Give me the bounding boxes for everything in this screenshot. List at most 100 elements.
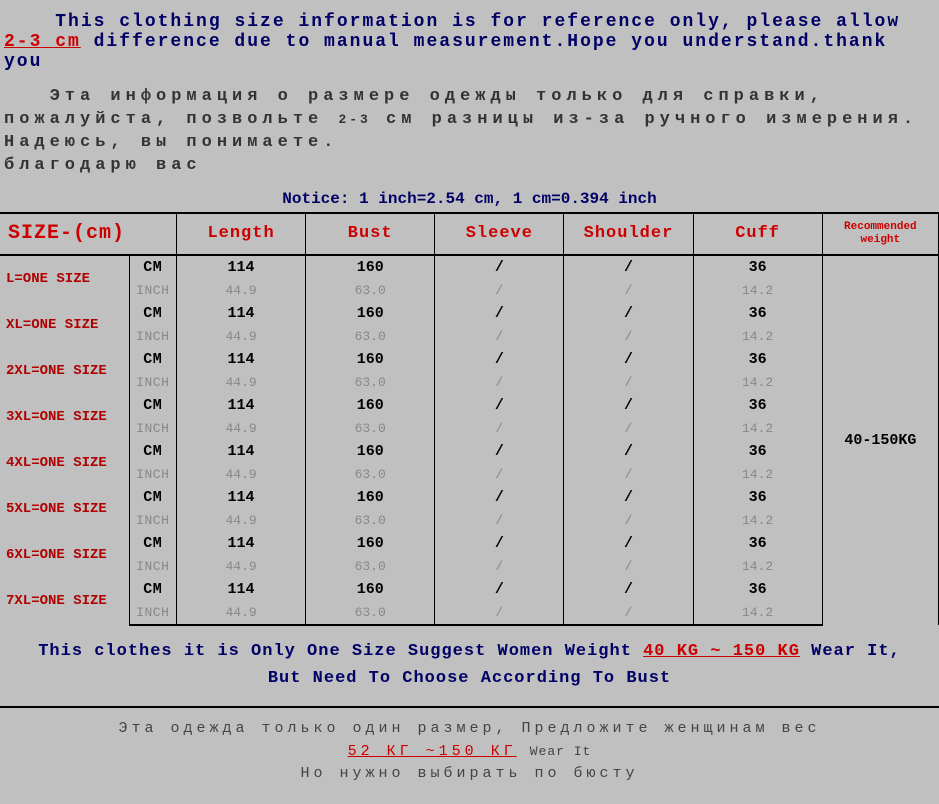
- cell-inch: 44.9: [176, 556, 305, 578]
- table-row: 6XL=ONE SIZECM114160//36: [0, 532, 939, 556]
- cell-inch: 44.9: [176, 510, 305, 532]
- cell-inch: /: [435, 556, 564, 578]
- cell-cm: 160: [306, 302, 435, 326]
- unit-cm: CM: [129, 394, 176, 418]
- cell-cm: /: [564, 440, 693, 464]
- cell-cm: /: [564, 348, 693, 372]
- cell-cm: /: [564, 486, 693, 510]
- cell-inch: 14.2: [693, 556, 822, 578]
- cell-inch: 14.2: [693, 602, 822, 625]
- col-length: Length: [176, 214, 305, 255]
- col-cuff: Cuff: [693, 214, 822, 255]
- col-shoulder: Shoulder: [564, 214, 693, 255]
- col-size: SIZE-(cm): [0, 214, 176, 255]
- table-row: INCH44.963.0//14.2: [0, 602, 939, 625]
- cell-cm: 160: [306, 532, 435, 556]
- unit-inch: INCH: [129, 280, 176, 302]
- cell-cm: 114: [176, 302, 305, 326]
- cell-cm: 114: [176, 486, 305, 510]
- cell-inch: 14.2: [693, 280, 822, 302]
- cell-cm: 160: [306, 486, 435, 510]
- cell-cm: /: [435, 440, 564, 464]
- footer-en: This clothes it is Only One Size Suggest…: [0, 626, 939, 708]
- col-bust: Bust: [306, 214, 435, 255]
- cell-cm: 114: [176, 394, 305, 418]
- intro-prefix: This clothing size information is for re…: [55, 12, 900, 32]
- cell-inch: 63.0: [306, 464, 435, 486]
- cell-inch: 44.9: [176, 602, 305, 625]
- cell-cm: /: [564, 578, 693, 602]
- cell-cm: 36: [693, 255, 822, 280]
- cell-inch: 63.0: [306, 418, 435, 440]
- footer2-a: Эта одежда только один размер, Предложит…: [118, 720, 820, 737]
- footer2-c: Но нужно выбирать по бюсту: [300, 765, 638, 782]
- cell-cm: 36: [693, 486, 822, 510]
- table-row: 2XL=ONE SIZECM114160//36: [0, 348, 939, 372]
- rw-line2: weight: [861, 234, 901, 246]
- cell-inch: 44.9: [176, 372, 305, 394]
- cell-inch: /: [435, 326, 564, 348]
- cell-inch: 44.9: [176, 464, 305, 486]
- cell-inch: 63.0: [306, 602, 435, 625]
- cell-inch: /: [564, 464, 693, 486]
- table-row: 5XL=ONE SIZECM114160//36: [0, 486, 939, 510]
- size-label: 2XL=ONE SIZE: [0, 348, 129, 394]
- footer2-hl: 52 КГ ~150 КГ: [348, 743, 517, 760]
- unit-cm: CM: [129, 255, 176, 280]
- footer2-b: Wear It: [530, 744, 592, 759]
- cell-cm: /: [435, 255, 564, 280]
- cell-inch: /: [564, 556, 693, 578]
- table-row: 7XL=ONE SIZECM114160//36: [0, 578, 939, 602]
- size-label: 7XL=ONE SIZE: [0, 578, 129, 625]
- cell-cm: /: [564, 255, 693, 280]
- unit-cm: CM: [129, 486, 176, 510]
- intro-highlight: 2-3 cm: [4, 32, 81, 52]
- cell-cm: 114: [176, 348, 305, 372]
- cell-cm: /: [435, 486, 564, 510]
- cell-inch: 44.9: [176, 326, 305, 348]
- cell-cm: 114: [176, 255, 305, 280]
- size-label: 5XL=ONE SIZE: [0, 486, 129, 532]
- cell-inch: 63.0: [306, 326, 435, 348]
- size-label: 3XL=ONE SIZE: [0, 394, 129, 440]
- cell-cm: /: [564, 302, 693, 326]
- footer1-c: But Need To Choose According To Bust: [268, 669, 671, 688]
- size-label: L=ONE SIZE: [0, 255, 129, 302]
- unit-cm: CM: [129, 440, 176, 464]
- unit-inch: INCH: [129, 418, 176, 440]
- cell-cm: 36: [693, 532, 822, 556]
- size-label: 6XL=ONE SIZE: [0, 532, 129, 578]
- cell-inch: /: [435, 510, 564, 532]
- cell-cm: /: [435, 532, 564, 556]
- cell-inch: /: [435, 372, 564, 394]
- table-row: 4XL=ONE SIZECM114160//36: [0, 440, 939, 464]
- intro-ru: Эта информация о размере одежды только д…: [0, 80, 939, 188]
- cell-inch: /: [564, 326, 693, 348]
- unit-inch: INCH: [129, 556, 176, 578]
- cell-cm: 36: [693, 302, 822, 326]
- table-row: INCH44.963.0//14.2: [0, 556, 939, 578]
- cell-cm: 114: [176, 532, 305, 556]
- cell-inch: 63.0: [306, 556, 435, 578]
- size-table: SIZE-(cm) Length Bust Sleeve Shoulder Cu…: [0, 214, 939, 626]
- footer-ru: Эта одежда только один размер, Предложит…: [0, 708, 939, 804]
- unit-cm: CM: [129, 348, 176, 372]
- table-row: INCH44.963.0//14.2: [0, 326, 939, 348]
- cell-inch: /: [435, 464, 564, 486]
- cell-cm: 160: [306, 440, 435, 464]
- footer1-hl: 40 KG ~ 150 KG: [643, 642, 800, 661]
- cell-inch: 14.2: [693, 326, 822, 348]
- size-label: 4XL=ONE SIZE: [0, 440, 129, 486]
- table-row: 3XL=ONE SIZECM114160//36: [0, 394, 939, 418]
- size-label: XL=ONE SIZE: [0, 302, 129, 348]
- table-header-row: SIZE-(cm) Length Bust Sleeve Shoulder Cu…: [0, 214, 939, 255]
- table-row: INCH44.963.0//14.2: [0, 464, 939, 486]
- cell-cm: /: [435, 302, 564, 326]
- cell-inch: 63.0: [306, 372, 435, 394]
- notice-line: Notice: 1 inch=2.54 cm, 1 cm=0.394 inch: [0, 188, 939, 214]
- table-row: INCH44.963.0//14.2: [0, 418, 939, 440]
- col-sleeve: Sleeve: [435, 214, 564, 255]
- rw-line1: Recommended: [844, 221, 917, 233]
- col-rec-weight: Recommended weight: [822, 214, 938, 255]
- cell-inch: /: [564, 280, 693, 302]
